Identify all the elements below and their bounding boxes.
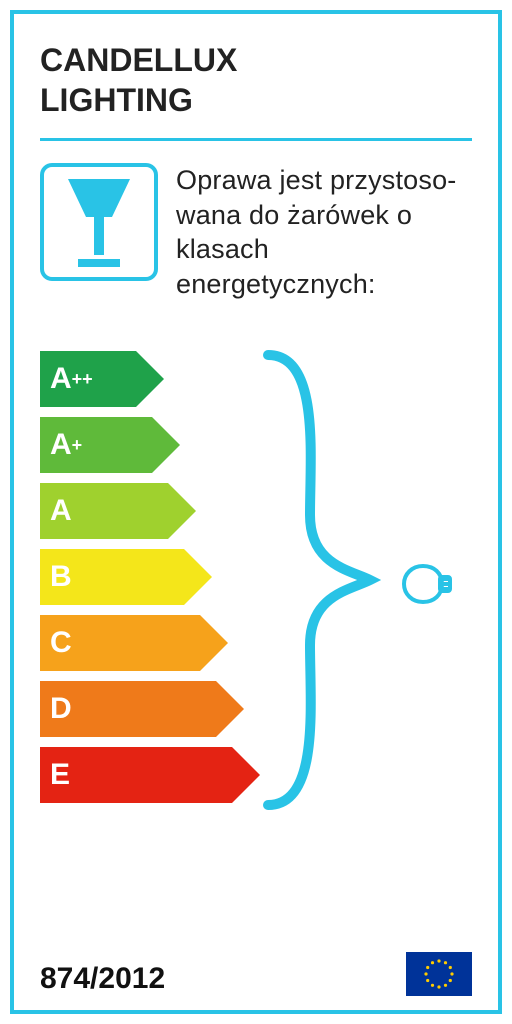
rating-bar-b: B bbox=[40, 549, 184, 605]
rating-area: A++ A+ ABCDE bbox=[40, 351, 472, 851]
rating-bar-a++: A++ bbox=[40, 351, 136, 407]
rating-bar-d: D bbox=[40, 681, 216, 737]
bulb-icon bbox=[396, 561, 454, 612]
brand-line1: CANDELLUX bbox=[40, 40, 472, 80]
rating-bar-a: A bbox=[40, 483, 168, 539]
brand-line2: LIGHTING bbox=[40, 80, 472, 120]
energy-label-card: CANDELLUX LIGHTING Oprawa jest przystoso… bbox=[10, 10, 502, 1014]
footer: 874/2012 bbox=[40, 952, 472, 996]
brand-name: CANDELLUX LIGHTING bbox=[40, 40, 472, 120]
rating-arrow-icon bbox=[216, 681, 244, 737]
lamp-icon bbox=[40, 163, 158, 281]
description-text: Oprawa jest przystoso-wana do żarówek ok… bbox=[176, 163, 472, 301]
lamp-glyph-icon bbox=[58, 177, 140, 267]
regulation-number: 874/2012 bbox=[40, 962, 165, 996]
eu-flag-icon bbox=[406, 952, 472, 996]
rating-arrow-icon bbox=[152, 417, 180, 473]
rating-arrow-icon bbox=[184, 549, 212, 605]
info-row: Oprawa jest przystoso-wana do żarówek ok… bbox=[40, 163, 472, 301]
rating-arrow-icon bbox=[232, 747, 260, 803]
rating-bar-e: E bbox=[40, 747, 232, 803]
rating-arrow-icon bbox=[200, 615, 228, 671]
rating-arrow-icon bbox=[168, 483, 196, 539]
rating-bar-a+: A+ bbox=[40, 417, 152, 473]
divider bbox=[40, 138, 472, 141]
rating-bar-c: C bbox=[40, 615, 200, 671]
rating-arrow-icon bbox=[136, 351, 164, 407]
